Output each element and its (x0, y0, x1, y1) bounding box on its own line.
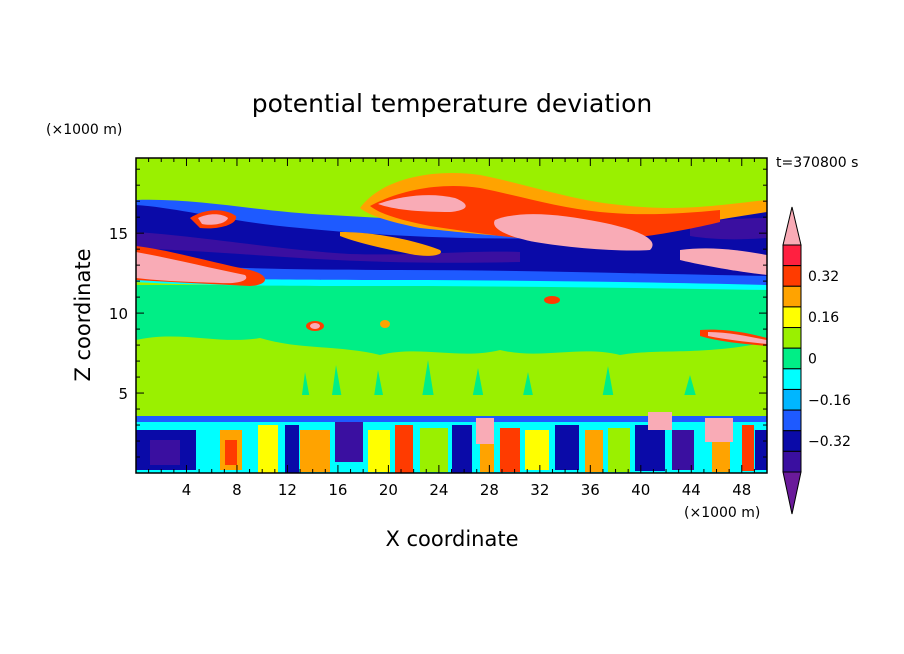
blob-1-core (310, 323, 320, 329)
colorbar-box (782, 285, 802, 308)
upper-positive-pink-1 (378, 195, 466, 212)
colorbar-label: −0.16 (808, 393, 851, 409)
x-tick-label: 40 (631, 481, 650, 499)
colorbar-box (782, 327, 802, 349)
x-tick-label: 44 (682, 481, 701, 499)
y-axis-label: Z coordinate (71, 248, 95, 381)
x-tick-label: 24 (429, 481, 448, 499)
colorbar-extend-max (782, 206, 802, 246)
chart-title: potential temperature deviation (252, 89, 652, 118)
blob-3 (380, 320, 390, 328)
blob-right-layer-core (708, 332, 767, 344)
left-filament-pink (136, 252, 247, 284)
x-tick-label: 20 (379, 481, 398, 499)
colorbar-box (782, 388, 802, 411)
colorbar-label: 0 (808, 352, 817, 368)
colorbar-box (782, 244, 802, 267)
x-tick-label: 16 (328, 481, 347, 499)
x-tick-label: 8 (232, 481, 242, 499)
x-axis-label: X coordinate (385, 527, 518, 551)
filament-small-2 (340, 232, 441, 256)
colorbar-label: 0.32 (808, 269, 839, 285)
y-units-label: (×1000 m) (46, 122, 122, 138)
x-tick-label: 4 (182, 481, 192, 499)
bl-blue-line (136, 416, 767, 422)
y-tick-label: 15 (109, 225, 128, 243)
time-label: t=370800 s (776, 155, 858, 171)
x-tick-label: 48 (732, 481, 751, 499)
upper-positive-pink-2 (494, 214, 653, 251)
upper-positive-pink-3 (680, 248, 767, 275)
colorbar-box (782, 368, 802, 390)
darkblue-band (136, 205, 767, 276)
lower-green-band (136, 395, 767, 415)
colorbar-box (782, 265, 802, 287)
x-tick-label: 32 (530, 481, 549, 499)
x-tick-label: 12 (278, 481, 297, 499)
colorbar: 0.32 0.16 0 −0.16 −0.32 (782, 206, 851, 515)
colorbar-extend-min (782, 471, 802, 515)
purple-band (136, 218, 767, 263)
colorbar-box (782, 450, 802, 473)
plot-area (136, 158, 767, 473)
x-tick-label: 36 (581, 481, 600, 499)
bl-eddies (136, 412, 767, 473)
colorbar-box (782, 430, 802, 452)
colorbar-label: −0.32 (808, 434, 851, 450)
x-units-label: (×1000 m) (684, 505, 760, 521)
colorbar-box (782, 306, 802, 329)
x-tick-label: 28 (480, 481, 499, 499)
colorbar-box (782, 409, 802, 432)
y-tick-label: 10 (109, 305, 128, 323)
colorbar-box (782, 347, 802, 370)
colorbar-label: 0.16 (808, 310, 839, 326)
blob-2 (544, 296, 560, 304)
filament-small-1-core (198, 214, 228, 225)
y-tick-label: 5 (118, 385, 128, 403)
